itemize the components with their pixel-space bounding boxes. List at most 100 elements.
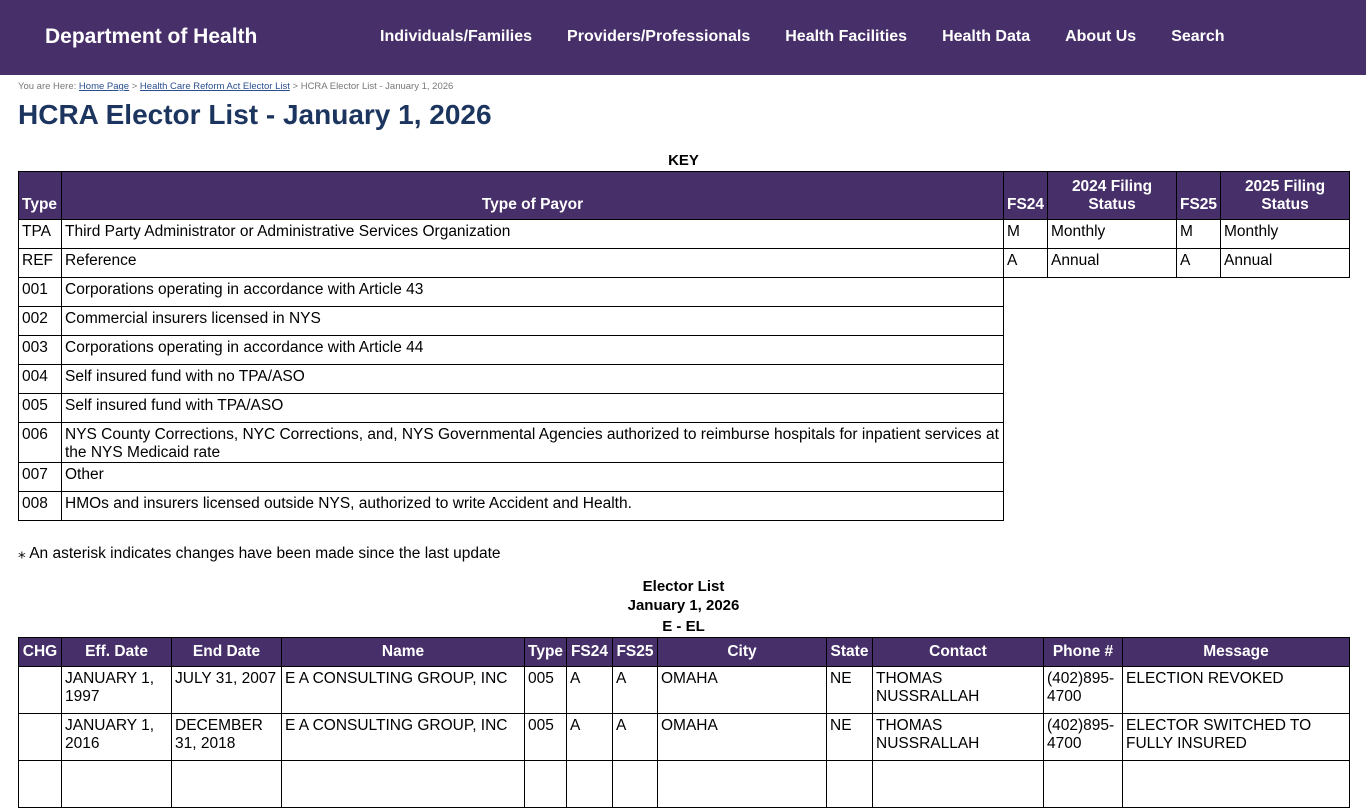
key-header-cell: FS24 — [1003, 171, 1048, 220]
table-cell: Reference — [61, 248, 1004, 278]
empty-cell — [1004, 394, 1048, 423]
table-row: JANUARY 1, 2016 DECEMBER 31, 2018 E A CONS… — [18, 713, 1350, 761]
elector-header-cell: CHG — [18, 637, 62, 667]
elector-header-cell: Eff. Date — [61, 637, 172, 667]
empty-cell — [1048, 492, 1177, 521]
empty-cell — [1221, 336, 1350, 365]
elector-header-cell: Phone # — [1043, 637, 1123, 667]
table-cell: A — [1003, 248, 1048, 278]
table-cell: Third Party Administrator or Administrat… — [61, 219, 1004, 249]
table-row: 008 HMOs and insurers licensed outside NY… — [18, 491, 1350, 521]
site-header: Department of Health Individuals/Familie… — [0, 0, 1366, 75]
elector-header-cell: Name — [281, 637, 525, 667]
table-cell: ELECTOR SWITCHED TO FULLY INSURED — [1122, 713, 1350, 761]
empty-cell — [1048, 307, 1177, 336]
elector-header-cell: FS24 — [566, 637, 613, 667]
empty-cell — [1048, 365, 1177, 394]
elector-header-cell: Contact — [872, 637, 1044, 667]
key-header-cell: 2024 Filing Status — [1047, 171, 1177, 220]
table-cell: OMAHA — [657, 713, 827, 761]
table-cell: 008 — [18, 491, 62, 521]
table-cell: OMAHA — [657, 666, 827, 714]
table-row: 007 Other — [18, 462, 1350, 492]
elector-header-cell: FS25 — [612, 637, 658, 667]
table-cell: NYS County Corrections, NYC Corrections,… — [61, 422, 1004, 463]
table-cell: Commercial insurers licensed in NYS — [61, 306, 1004, 336]
elector-header-cell: End Date — [171, 637, 282, 667]
table-cell: Self insured fund with TPA/ASO — [61, 393, 1004, 423]
table-cell: JANUARY 1, 2016 — [61, 713, 172, 761]
nav-search[interactable]: Search — [1171, 28, 1225, 45]
table-cell: 005 — [18, 393, 62, 423]
brand-logo[interactable]: Department of Health — [45, 25, 258, 48]
key-header-cell: FS25 — [1176, 171, 1221, 220]
key-table: Type Type of Payor FS24 2024 Filing Status F… — [18, 171, 1350, 521]
empty-cell — [1221, 278, 1350, 307]
empty-cell — [1048, 278, 1177, 307]
key-header-cell: 2025 Filing Status — [1220, 171, 1350, 220]
elector-header-cell: City — [657, 637, 827, 667]
breadcrumb-parent[interactable]: Health Care Reform Act Elector List — [139, 81, 290, 92]
empty-cell — [1177, 463, 1221, 492]
empty-cell — [1004, 463, 1048, 492]
breadcrumb-home[interactable]: Home Page — [78, 81, 130, 92]
nav-about[interactable]: About Us — [1065, 28, 1137, 45]
table-cell: NE — [826, 713, 873, 761]
nav-providers[interactable]: Providers/Professionals — [567, 28, 751, 45]
table-cell: M — [1003, 219, 1048, 249]
empty-cell — [1004, 278, 1048, 307]
empty-cell — [1048, 423, 1177, 463]
key-header-cell: Type of Payor — [61, 171, 1004, 220]
empty-cell — [1004, 492, 1048, 521]
table-cell: A — [1176, 248, 1221, 278]
table-cell: NE — [826, 666, 873, 714]
elector-caption: Elector List — [642, 578, 725, 595]
asterisk-note: ⁎ An asterisk indicates changes have bee… — [18, 545, 501, 562]
empty-cell — [1177, 278, 1221, 307]
table-cell: HMOs and insurers licensed outside NYS, … — [61, 491, 1004, 521]
table-cell: 003 — [18, 335, 62, 365]
table-cell: (402)895-4700 — [1043, 666, 1123, 714]
nav-individuals[interactable]: Individuals/Families — [380, 28, 533, 45]
table-cell: THOMAS NUSSRALLAH — [872, 713, 1044, 761]
breadcrumb: You are Here: Home Page > Health Care Re… — [18, 81, 454, 92]
table-cell: Corporations operating in accordance wit… — [61, 277, 1004, 307]
table-cell: Annual — [1047, 248, 1177, 278]
empty-cell — [1004, 365, 1048, 394]
empty-cell — [1177, 307, 1221, 336]
elector-header-cell: State — [826, 637, 873, 667]
table-row: 004 Self insured fund with no TPA/ASO — [18, 364, 1350, 394]
empty-cell — [1221, 365, 1350, 394]
table-cell: 002 — [18, 306, 62, 336]
table-cell: 005 — [524, 666, 567, 714]
table-row: 003 Corporations operating in accordance … — [18, 335, 1350, 365]
empty-cell — [1221, 463, 1350, 492]
table-cell: Other — [61, 462, 1004, 492]
empty-cell — [1221, 394, 1350, 423]
empty-cell — [1177, 365, 1221, 394]
breadcrumb-current: HCRA Elector List - January 1, 2026 — [300, 81, 454, 92]
table-cell: Monthly — [1220, 219, 1350, 249]
main-nav: Individuals/Families Providers/Professio… — [380, 28, 1225, 46]
empty-cell — [1177, 394, 1221, 423]
table-row: REF Reference A Annual A Annual — [18, 248, 1350, 278]
key-caption: KEY — [668, 152, 699, 169]
empty-cell — [1048, 394, 1177, 423]
table-cell — [18, 666, 62, 714]
empty-cell — [1177, 492, 1221, 521]
nav-health-data[interactable]: Health Data — [942, 28, 1031, 45]
table-cell: REF — [18, 248, 62, 278]
table-cell: A — [612, 666, 658, 714]
empty-cell — [1221, 307, 1350, 336]
table-cell: E A CONSULTING GROUP, INC — [281, 713, 525, 761]
empty-cell — [1177, 336, 1221, 365]
table-row: 006 NYS County Corrections, NYC Correctio… — [18, 422, 1350, 463]
page-title: HCRA Elector List - January 1, 2026 — [18, 99, 492, 130]
table-cell: A — [566, 713, 613, 761]
nav-facilities[interactable]: Health Facilities — [785, 28, 908, 45]
table-cell: DECEMBER 31, 2018 — [171, 713, 282, 761]
elector-header-cell: Message — [1122, 637, 1350, 667]
empty-cell — [1048, 336, 1177, 365]
table-cell: Self insured fund with no TPA/ASO — [61, 364, 1004, 394]
empty-cell — [1004, 307, 1048, 336]
